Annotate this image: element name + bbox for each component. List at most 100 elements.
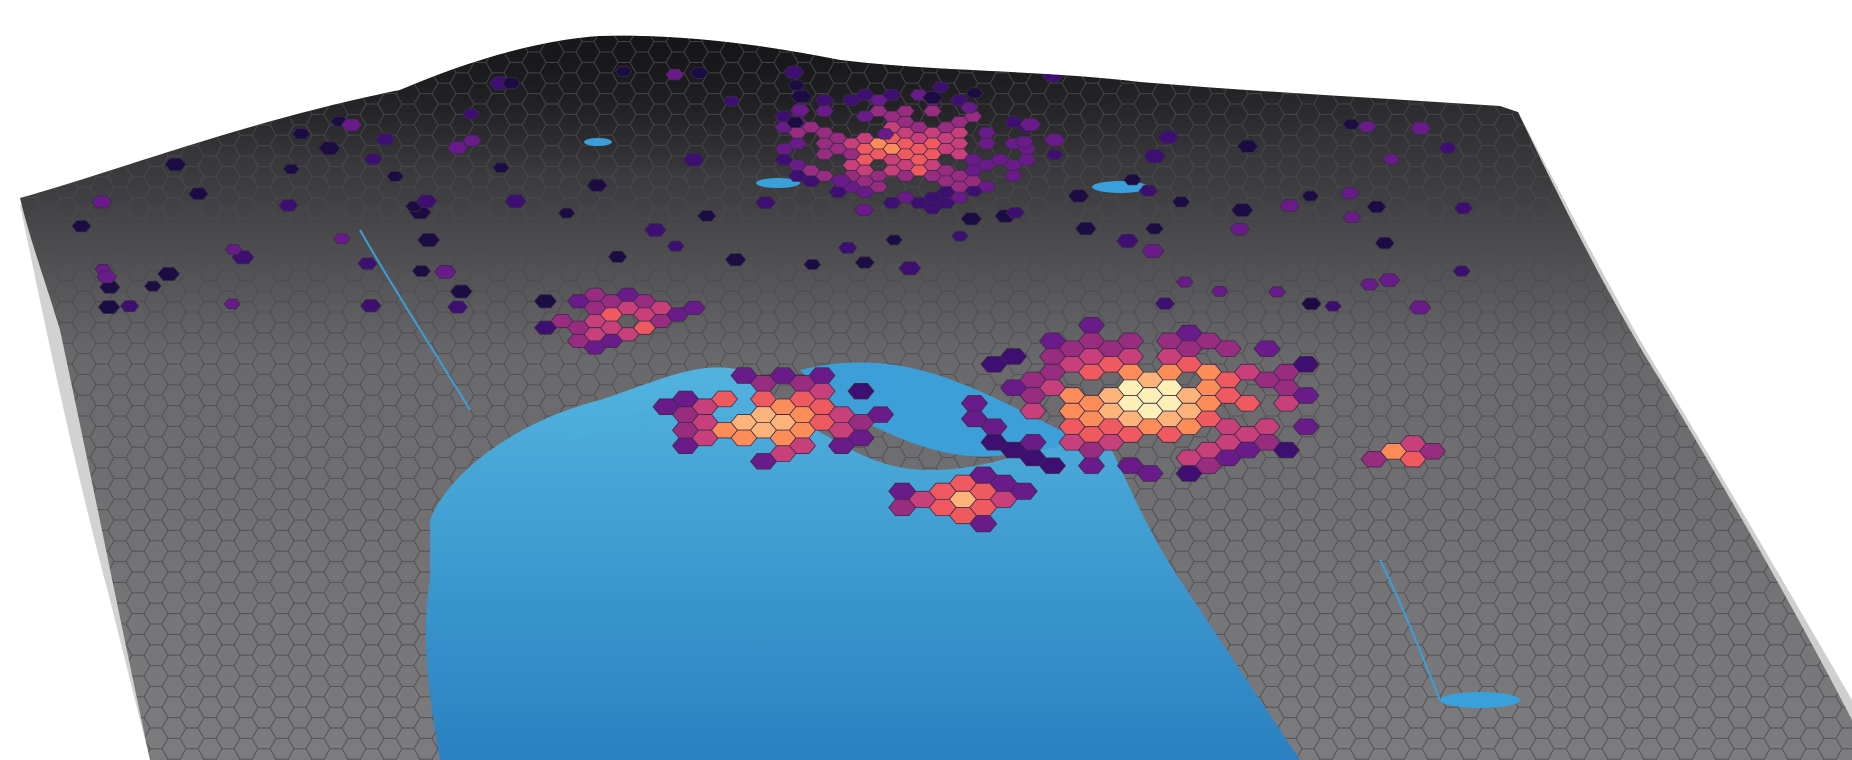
density-hex bbox=[882, 89, 902, 101]
density-hex bbox=[1359, 278, 1380, 291]
density-hex bbox=[965, 87, 984, 99]
density-hex bbox=[1342, 118, 1361, 130]
density-hex bbox=[1154, 297, 1175, 310]
density-hex bbox=[1452, 265, 1471, 277]
density-hex bbox=[154, 109, 178, 124]
density-hex bbox=[1292, 418, 1320, 435]
density-hex bbox=[1438, 142, 1457, 154]
density-hex bbox=[1418, 443, 1447, 460]
density-hex bbox=[1014, 136, 1035, 148]
density-hex bbox=[1171, 196, 1191, 208]
density-hex bbox=[830, 174, 852, 188]
density-hex bbox=[949, 137, 970, 150]
density-hex bbox=[1116, 233, 1139, 248]
density-hex bbox=[931, 81, 950, 93]
density-hex bbox=[501, 77, 522, 90]
density-hex bbox=[461, 108, 480, 120]
density-hex bbox=[533, 294, 558, 309]
density-hex bbox=[960, 212, 982, 226]
density-hex bbox=[1382, 153, 1401, 165]
density-hex bbox=[1017, 153, 1037, 166]
density-hex bbox=[1019, 402, 1047, 420]
density-hex bbox=[895, 105, 916, 117]
density-hex bbox=[1138, 184, 1159, 197]
density-hex bbox=[1141, 244, 1165, 259]
density-hex bbox=[722, 95, 741, 107]
density-hex bbox=[951, 230, 969, 242]
density-hex bbox=[91, 195, 113, 209]
density-hex bbox=[411, 265, 432, 277]
density-hex bbox=[363, 153, 383, 165]
density-hex bbox=[1009, 482, 1038, 500]
density-hex bbox=[1268, 286, 1287, 298]
density-hex bbox=[341, 118, 363, 132]
density-hex bbox=[1340, 187, 1360, 200]
density-hex bbox=[854, 203, 874, 216]
density-hex bbox=[868, 180, 889, 193]
density-hex bbox=[1136, 465, 1164, 482]
density-hex bbox=[866, 406, 895, 423]
density-hex bbox=[1157, 130, 1180, 144]
density-hex bbox=[157, 267, 180, 281]
density-hex bbox=[462, 134, 482, 147]
density-hex bbox=[949, 126, 970, 139]
density-hex bbox=[1231, 203, 1254, 217]
density-hex bbox=[143, 280, 162, 292]
density-hex bbox=[1378, 273, 1401, 287]
density-hex bbox=[1006, 206, 1025, 219]
density-hex bbox=[814, 94, 835, 107]
density-hex bbox=[885, 234, 903, 246]
density-hex bbox=[814, 170, 835, 182]
density-hex bbox=[91, 137, 114, 151]
density-hex bbox=[1077, 457, 1106, 474]
density-hex bbox=[1366, 200, 1387, 213]
density-hex bbox=[1253, 340, 1281, 357]
lake-north-1 bbox=[756, 178, 800, 188]
density-hex bbox=[1214, 340, 1242, 357]
density-hex bbox=[949, 191, 970, 204]
density-hex bbox=[788, 437, 817, 454]
density-hex bbox=[1067, 189, 1090, 203]
density-hex bbox=[1292, 387, 1320, 404]
density-hex bbox=[1409, 121, 1432, 135]
density-hex bbox=[755, 196, 776, 209]
density-hex bbox=[415, 194, 438, 208]
density-hex bbox=[607, 250, 628, 263]
density-hex bbox=[557, 207, 576, 219]
density-hex bbox=[1175, 276, 1194, 288]
density-hex bbox=[1236, 139, 1259, 153]
stream-east bbox=[1379, 559, 1441, 701]
density-hex bbox=[291, 127, 311, 140]
density-hex bbox=[1145, 222, 1164, 235]
density-hex bbox=[71, 220, 92, 233]
density-hex bbox=[999, 348, 1028, 365]
density-hex bbox=[154, 141, 175, 154]
density-hex bbox=[965, 185, 983, 197]
density-hex bbox=[417, 233, 441, 247]
density-hex bbox=[1301, 297, 1322, 310]
density-hex bbox=[188, 187, 209, 200]
density-hex bbox=[854, 256, 875, 269]
lake-north-3 bbox=[584, 138, 612, 146]
density-hex bbox=[710, 390, 739, 408]
density-hex bbox=[1279, 199, 1300, 212]
density-hex bbox=[785, 116, 805, 128]
density-hex bbox=[644, 223, 667, 237]
density-hex bbox=[1233, 395, 1262, 412]
density-hex bbox=[278, 199, 299, 212]
density-hex bbox=[666, 240, 685, 252]
density-hex bbox=[1374, 236, 1395, 250]
stream-west bbox=[359, 229, 471, 411]
density-hex bbox=[97, 300, 121, 314]
density-hex bbox=[847, 382, 875, 400]
density-hex bbox=[318, 141, 341, 156]
density-hex bbox=[847, 429, 875, 447]
density-hex bbox=[1143, 149, 1167, 164]
density-hex bbox=[969, 515, 998, 533]
density-hex bbox=[1038, 457, 1067, 474]
density-hex bbox=[838, 242, 858, 254]
lake-east bbox=[1440, 692, 1520, 708]
density-hex bbox=[1019, 117, 1042, 132]
density-hex bbox=[357, 257, 378, 270]
